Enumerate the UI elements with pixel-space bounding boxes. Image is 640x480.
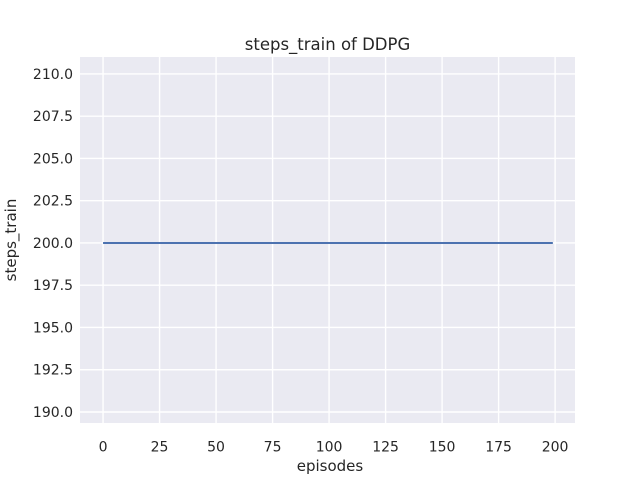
x-tick-label: 25 bbox=[151, 440, 169, 456]
chart-title: steps_train of DDPG bbox=[245, 35, 410, 55]
x-tick-label: 100 bbox=[316, 440, 343, 456]
y-tick-label: 192.5 bbox=[33, 363, 73, 379]
y-tick-label: 195.0 bbox=[33, 320, 73, 336]
y-axis-label: steps_train bbox=[2, 199, 21, 282]
x-tick-label: 150 bbox=[429, 440, 456, 456]
plot-area: 0 25 50 75 100 125 150 175 200 190.0 192.5 195.0 197… bbox=[33, 57, 575, 456]
y-tick-label: 202.5 bbox=[33, 194, 73, 210]
x-tick-label: 175 bbox=[485, 440, 512, 456]
y-tick-label: 190.0 bbox=[33, 405, 73, 421]
x-tick-label: 200 bbox=[542, 440, 569, 456]
x-tick-label: 0 bbox=[99, 440, 108, 456]
y-tick-label: 205.0 bbox=[33, 151, 73, 167]
y-tick-label: 210.0 bbox=[33, 67, 73, 83]
x-tick-label: 125 bbox=[372, 440, 399, 456]
x-tick-label: 75 bbox=[264, 440, 282, 456]
y-tick-label: 197.5 bbox=[33, 278, 73, 294]
plot-background bbox=[80, 57, 575, 423]
y-tick-label: 207.5 bbox=[33, 109, 73, 125]
x-tick-label: 50 bbox=[207, 440, 225, 456]
y-tick-label: 200.0 bbox=[33, 236, 73, 252]
x-axis-label: episodes bbox=[297, 457, 364, 475]
